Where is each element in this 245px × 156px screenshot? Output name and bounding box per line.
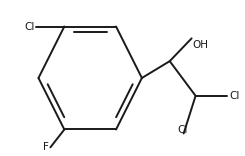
Text: F: F bbox=[43, 142, 49, 152]
Text: Cl: Cl bbox=[177, 125, 188, 135]
Text: Cl: Cl bbox=[229, 91, 240, 101]
Text: Cl: Cl bbox=[24, 22, 35, 32]
Text: OH: OH bbox=[193, 40, 208, 50]
